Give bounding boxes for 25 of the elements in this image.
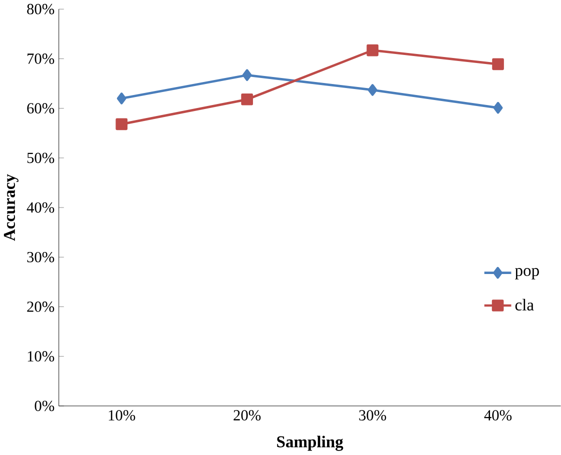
legend-label: pop xyxy=(515,268,539,280)
x-tick-label: 40% xyxy=(484,410,512,421)
legend-label: cla xyxy=(515,298,534,311)
point xyxy=(241,94,253,106)
y-tick-label: 30% xyxy=(27,252,54,262)
y-tick-label: 80% xyxy=(27,4,54,14)
x-tick-label: 30% xyxy=(359,410,386,421)
point xyxy=(116,118,128,130)
x-axis-title: Sampling xyxy=(277,436,344,451)
y-tick-label: 70% xyxy=(28,54,54,64)
point xyxy=(368,84,378,96)
point xyxy=(493,102,503,114)
y-tick-label: 50% xyxy=(27,152,54,164)
point xyxy=(116,92,126,104)
y-tick-label: 0% xyxy=(34,400,54,412)
point xyxy=(366,44,378,56)
x-tick-label: 10% xyxy=(108,410,136,421)
y-axis-title: Accuracy xyxy=(4,174,18,241)
x-tick-label: 20% xyxy=(234,410,261,421)
y-tick-label: 40% xyxy=(26,202,54,213)
y-tick-label: 60% xyxy=(27,103,54,114)
y-tick-label: 20% xyxy=(27,302,54,312)
y-tick-label: 10% xyxy=(28,351,54,362)
point xyxy=(242,69,252,82)
point xyxy=(492,58,504,70)
